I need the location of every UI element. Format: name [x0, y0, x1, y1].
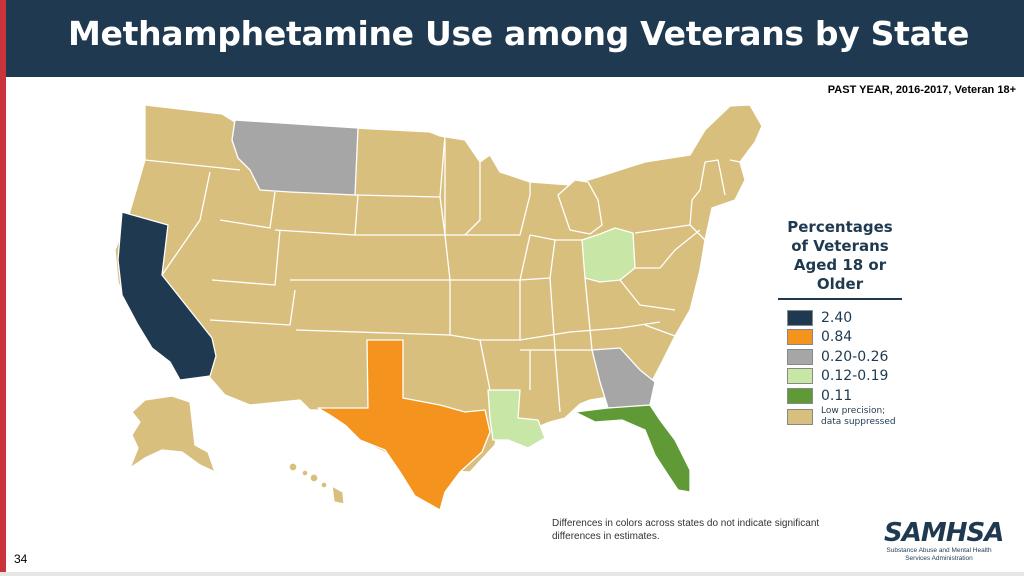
legend-swatch: [787, 329, 813, 346]
state-florida: [574, 404, 691, 493]
map-legend: Percentages of Veterans Aged 18 or Older…: [778, 218, 902, 432]
legend-item: 0.11: [787, 386, 902, 406]
state-montana: [231, 119, 359, 196]
legend-label: 0.12-0.19: [821, 368, 889, 385]
legend-item: Low precision; data suppressed: [787, 406, 902, 432]
legend-label: 2.40: [821, 309, 853, 326]
logo-wordmark: SAMHSA: [884, 518, 1004, 548]
legend-label: 0.11: [821, 387, 853, 404]
state-michigan: [557, 179, 603, 235]
state-hawaii: [288, 462, 345, 505]
accent-bar: [0, 0, 6, 576]
legend-label: 0.20-0.26: [821, 348, 889, 365]
state-louisiana: [487, 389, 546, 449]
legend-swatch: [787, 387, 813, 404]
title-banner: Methamphetamine Use among Veterans by St…: [6, 0, 1024, 77]
legend-item: 0.12-0.19: [787, 367, 902, 387]
legend-item: 0.84: [787, 328, 902, 348]
map-subtitle: PAST YEAR, 2016-2017, Veteran 18+: [827, 84, 1016, 96]
legend-swatch: [787, 368, 813, 385]
legend-swatch: [787, 348, 813, 365]
slide-title: Methamphetamine Use among Veterans by St…: [68, 14, 970, 53]
us-state-map: [114, 104, 763, 510]
legend-item: 0.20-0.26: [787, 347, 902, 367]
samhsa-logo: SAMHSA Substance Abuse and Mental Health…: [884, 518, 1004, 563]
legend-label: 0.84: [821, 329, 853, 346]
legend-label: Low precision; data suppressed: [821, 405, 896, 427]
footnote: Differences in colors across states do n…: [552, 518, 820, 542]
legend-swatch: [787, 309, 813, 326]
state-alaska: [129, 395, 216, 473]
state-texas: [317, 339, 491, 510]
legend-swatch: [787, 408, 813, 425]
footer-rule: [0, 572, 1024, 576]
legend-title: Percentages of Veterans Aged 18 or Older: [778, 218, 902, 300]
page-number: 34: [14, 552, 28, 566]
legend-item: 2.40: [787, 308, 902, 328]
logo-subtitle: Substance Abuse and Mental Health Servic…: [886, 547, 992, 562]
